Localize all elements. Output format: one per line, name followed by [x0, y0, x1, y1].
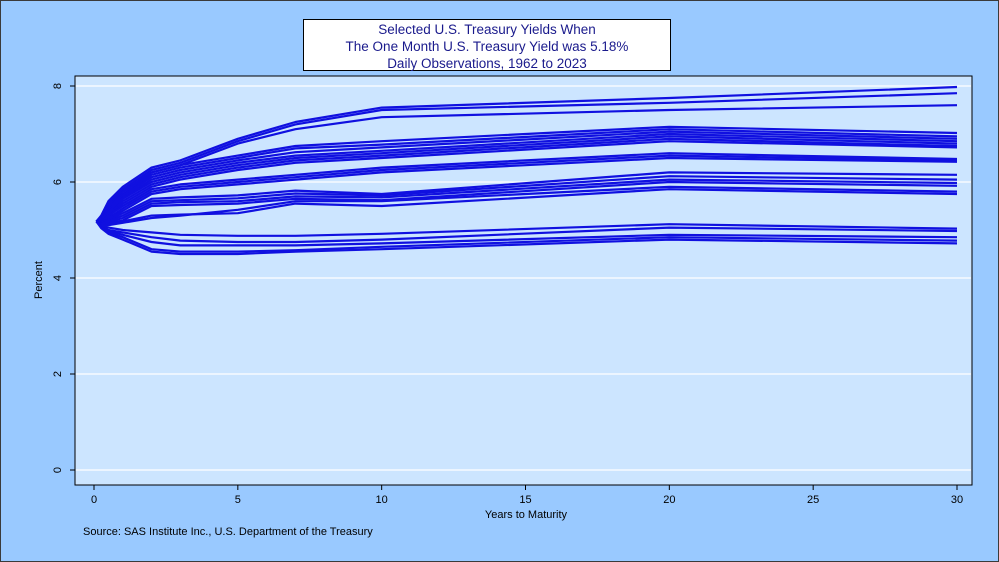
- x-axis: 0 5 10 15 20 25 30: [91, 485, 963, 506]
- y-axis: 0 2 4 6 8: [52, 83, 75, 473]
- x-tick-label: 10: [376, 494, 388, 506]
- chart-title-line-1: Selected U.S. Treasury Yields When: [378, 22, 596, 37]
- y-tick-label: 2: [52, 371, 64, 377]
- y-axis-label: Percent: [33, 261, 45, 299]
- yield-curve-line: [95, 220, 958, 256]
- x-tick-label: 15: [519, 494, 531, 506]
- yield-curve-line: [96, 135, 958, 223]
- source-note: Source: SAS Institute Inc., U.S. Departm…: [83, 526, 373, 538]
- x-tick-label: 5: [235, 494, 241, 506]
- chart-title-line-3: Daily Observations, 1962 to 2023: [387, 56, 587, 71]
- x-tick-label: 25: [807, 494, 819, 506]
- y-tick-label: 6: [52, 179, 64, 185]
- yield-curve-line: [96, 152, 958, 223]
- y-tick-label: 8: [52, 83, 64, 89]
- x-axis-label: Years to Maturity: [485, 509, 568, 521]
- x-tick-label: 20: [663, 494, 675, 506]
- yield-curve-line: [95, 220, 958, 237]
- y-tick-label: 0: [52, 467, 64, 473]
- y-tick-label: 4: [52, 275, 64, 281]
- chart-title-box: Selected U.S. Treasury Yields When The O…: [303, 19, 671, 71]
- series-group: [95, 85, 958, 256]
- yield-curve-line: [95, 185, 958, 227]
- x-tick-label: 30: [951, 494, 963, 506]
- x-tick-label: 0: [91, 494, 97, 506]
- chart-title-line-2: The One Month U.S. Treasury Yield was 5.…: [345, 39, 629, 54]
